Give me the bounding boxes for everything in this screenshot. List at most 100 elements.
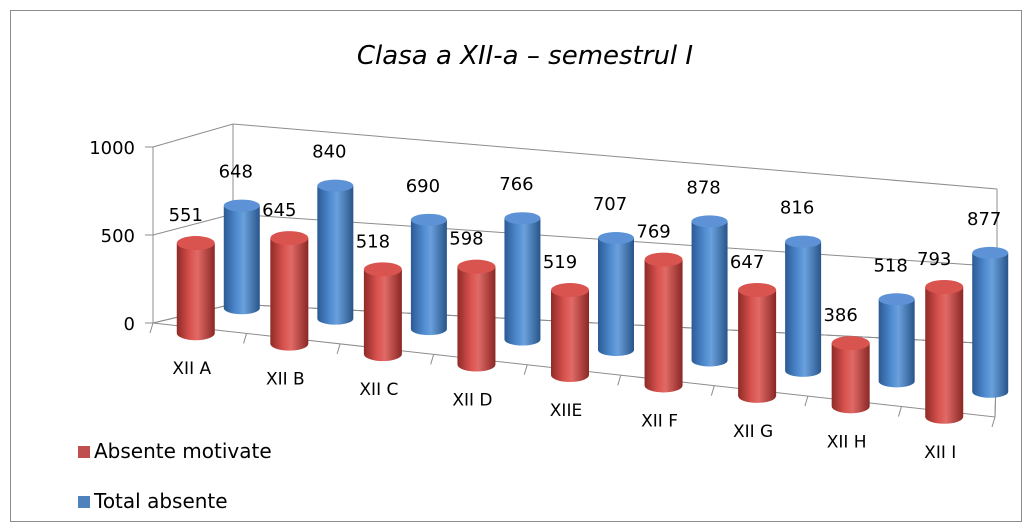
bar-absente-motivate-body (551, 290, 589, 382)
bar-absente-motivate (831, 336, 870, 414)
data-label-total-absente: 648 (219, 162, 253, 183)
chart-area: Clasa a XII-a – semestrul I 0 500 1000 XII … (10, 10, 1022, 522)
x-tick-mark (991, 416, 996, 428)
bar-total-absente-body (691, 221, 728, 367)
bar-total-absente (504, 212, 541, 346)
legend: Absente motivate Total absente (78, 439, 272, 513)
bar-absente-motivate (176, 236, 215, 341)
series-absente-motivate (176, 231, 964, 424)
bar-total-absente-top (223, 199, 260, 212)
bar-absente-motivate-body (363, 269, 402, 362)
bar-absente-motivate (363, 262, 402, 362)
data-label-total-absente: 816 (780, 198, 814, 219)
legend-label-total-absente: Total absente (93, 489, 228, 513)
x-tick-label: XII D (452, 391, 492, 411)
bar-absente-motivate-top (831, 336, 870, 351)
legend-label-absente-motivate: Absente motivate (94, 439, 272, 463)
bar-total-absente (691, 215, 728, 367)
bar-total-absente-body (410, 219, 447, 336)
bar-total-absente (317, 179, 354, 325)
x-tick-mark (617, 375, 622, 386)
bar-total-absente-body (972, 252, 1009, 398)
bar-absente-motivate (644, 252, 683, 393)
bar-total-absente (223, 199, 260, 315)
data-label-total-absente: 877 (967, 209, 1001, 230)
series-total-absente (223, 179, 1009, 398)
data-label-total-absente: 840 (312, 142, 346, 163)
x-tick-label: XII H (827, 432, 867, 452)
bar-absente-motivate-top (738, 282, 777, 297)
x-tick-label: XII I (924, 443, 956, 463)
bar-total-absente (598, 232, 634, 356)
data-label-absente-motivate: 598 (449, 229, 483, 250)
bar-absente-motivate-top (176, 236, 215, 251)
data-label-absente-motivate: 647 (730, 252, 764, 273)
x-tick-label: XII A (172, 359, 211, 379)
bar-total-absente-top (410, 213, 447, 226)
data-label-total-absente: 766 (499, 174, 533, 195)
bar-absente-motivate (738, 282, 777, 403)
bar-total-absente-body (785, 241, 822, 377)
bar-absente-motivate-body (176, 243, 215, 341)
bar-total-absente-top (972, 246, 1009, 259)
y-tick-label: 1000 (89, 138, 135, 159)
x-tick-label: XII C (359, 380, 398, 400)
bar-total-absente-top (691, 215, 728, 228)
data-label-absente-motivate: 645 (262, 200, 296, 221)
x-tick-mark (149, 322, 154, 334)
chart-svg: Clasa a XII-a – semestrul I 0 500 1000 XII … (10, 10, 1022, 522)
x-tick-label: XII G (733, 422, 773, 442)
y-tick-label: 0 (124, 314, 135, 335)
bar-total-absente-body (223, 205, 260, 315)
chart-title: Clasa a XII-a – semestrul I (357, 41, 693, 71)
bar-absente-motivate (551, 283, 589, 382)
data-label-total-absente: 707 (593, 194, 627, 215)
x-tick-mark (897, 406, 902, 417)
bar-absente-motivate-body (457, 266, 496, 372)
x-tick-label: XII F (641, 411, 678, 431)
x-tick-mark (336, 343, 341, 355)
bar-absente-motivate-body (925, 286, 964, 424)
bar-absente-motivate-body (738, 289, 777, 403)
bar-absente-motivate-top (644, 252, 683, 267)
data-label-absente-motivate: 386 (823, 305, 857, 326)
bar-absente-motivate (925, 279, 964, 424)
bar-total-absente (410, 213, 447, 336)
bar-absente-motivate-top (551, 283, 589, 298)
bar-absente-motivate-body (831, 343, 870, 414)
bar-absente-motivate-top (457, 259, 496, 274)
bar-total-absente-top (785, 235, 822, 248)
bar-total-absente (785, 235, 822, 377)
data-label-absente-motivate: 519 (543, 252, 577, 273)
bar-total-absente-body (598, 238, 634, 356)
data-label-absente-motivate: 551 (169, 205, 203, 226)
bar-absente-motivate-top (363, 262, 402, 277)
bar-total-absente-body (878, 299, 915, 388)
data-label-absente-motivate: 769 (636, 222, 670, 243)
x-tick-label: XIIE (550, 401, 582, 421)
side-gridline (152, 123, 234, 148)
bar-total-absente-top (504, 212, 541, 225)
data-label-total-absente: 690 (406, 176, 440, 197)
bar-total-absente-top (878, 293, 915, 306)
bar-absente-motivate-top (925, 279, 964, 294)
gridline (232, 123, 998, 190)
bar-total-absente-body (504, 218, 541, 346)
bar-total-absente (972, 246, 1009, 398)
data-label-absente-motivate: 793 (917, 249, 951, 270)
bar-total-absente (878, 293, 915, 388)
axes-layer: 0 500 1000 XII A XII B XII C XII D XIIE XII F XII… (89, 123, 998, 463)
bar-absente-motivate (457, 259, 496, 372)
bar-total-absente-top (598, 232, 634, 245)
data-labels: 648 551 840 645 690 518 766 598 707 519 878 769 816 6… (169, 142, 1002, 327)
bar-total-absente-top (317, 179, 354, 192)
data-label-absente-motivate: 518 (356, 231, 390, 252)
bar-absente-motivate-body (644, 259, 683, 393)
data-label-total-absente: 878 (686, 177, 720, 198)
x-tick-mark (523, 364, 528, 375)
x-tick-mark (430, 354, 435, 365)
bar-absente-motivate (270, 231, 309, 351)
legend-swatch-total-absente (78, 496, 90, 508)
bar-absente-motivate-top (270, 231, 309, 246)
legend-swatch-absente-motivate (78, 446, 90, 458)
